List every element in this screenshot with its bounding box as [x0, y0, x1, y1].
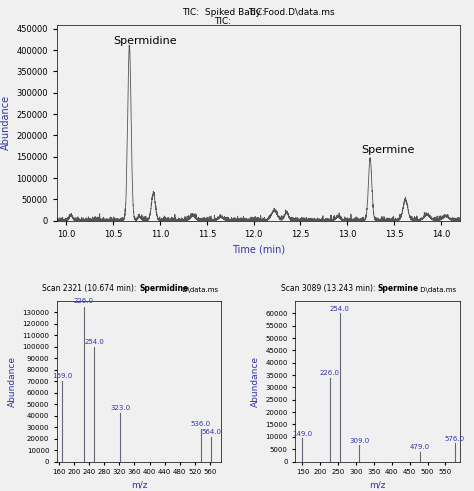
Text: Scan 2321 (10.674 min):: Scan 2321 (10.674 min):: [42, 284, 139, 293]
Text: 169.0: 169.0: [52, 373, 73, 379]
X-axis label: m/z: m/z: [131, 481, 147, 490]
X-axis label: m/z: m/z: [369, 481, 386, 490]
Text: Spermine: Spermine: [361, 145, 415, 155]
Text: Spermidine: Spermidine: [139, 284, 188, 293]
Text: 226.0: 226.0: [319, 370, 340, 376]
X-axis label: Time (min): Time (min): [232, 245, 285, 254]
Text: Spermine: Spermine: [378, 284, 419, 293]
Text: 323.0: 323.0: [110, 405, 130, 411]
Text: D\data.ms: D\data.ms: [419, 287, 456, 293]
Text: 309.0: 309.0: [349, 438, 369, 444]
Text: TIC:: TIC:: [248, 8, 268, 17]
Text: D\data.ms: D\data.ms: [180, 287, 218, 293]
Text: 536.0: 536.0: [191, 421, 211, 427]
Text: Scan 3089 (13.243 min):: Scan 3089 (13.243 min):: [281, 284, 378, 293]
Y-axis label: Abundance: Abundance: [8, 356, 17, 407]
Text: TIC:  Spiked Baby Food.D\data.ms: TIC: Spiked Baby Food.D\data.ms: [182, 8, 335, 17]
Text: TIC:: TIC:: [214, 17, 237, 26]
Text: 226.0: 226.0: [74, 299, 94, 304]
Y-axis label: Abundance: Abundance: [251, 356, 260, 407]
Text: 149.0: 149.0: [292, 431, 312, 437]
Text: 564.0: 564.0: [201, 429, 221, 435]
Text: 254.0: 254.0: [84, 339, 104, 345]
Text: Spermidine: Spermidine: [113, 36, 177, 46]
Text: 576.0: 576.0: [445, 436, 465, 442]
Text: 254.0: 254.0: [330, 306, 350, 312]
Text: 479.0: 479.0: [410, 444, 430, 450]
Y-axis label: Abundance: Abundance: [0, 95, 11, 150]
